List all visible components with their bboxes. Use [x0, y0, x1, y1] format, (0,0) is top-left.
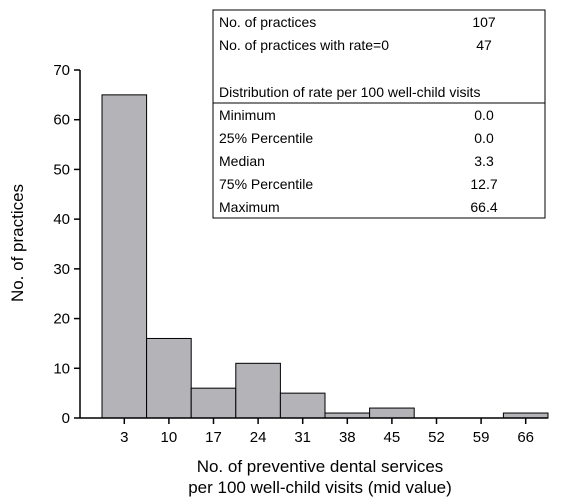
stats-row-value: 3.3	[474, 153, 494, 169]
x-tick-label: 59	[473, 429, 490, 446]
x-axis-title-line-2: per 100 well-child visits (mid value)	[188, 478, 452, 497]
y-tick-label: 0	[62, 410, 70, 427]
x-tick-label: 45	[384, 429, 401, 446]
stats-heading: Distribution of rate per 100 well-child …	[219, 84, 480, 100]
x-tick-label: 66	[517, 429, 534, 446]
y-tick-label: 60	[53, 112, 70, 129]
stats-row-value: 0.0	[474, 130, 494, 146]
y-tick-label: 70	[53, 62, 70, 79]
y-tick-label: 40	[53, 211, 70, 228]
histogram-bar	[279, 392, 326, 419]
stats-row-value: 47	[476, 37, 492, 53]
stats-row-label: Minimum	[219, 107, 276, 123]
x-tick-label: 52	[428, 429, 445, 446]
x-axis: 3 10 17 24 31 38 45 52 59 66	[80, 417, 548, 446]
y-axis: 0 10 20 30 40 50 60 70	[53, 62, 81, 427]
y-tick-label: 50	[53, 161, 70, 178]
histogram-bar	[235, 362, 281, 419]
histogram-bar	[101, 94, 148, 419]
stats-row-label: Maximum	[219, 199, 280, 215]
stats-row-label: 25% Percentile	[219, 130, 313, 146]
x-axis-title-line-1: No. of preventive dental services	[197, 457, 444, 476]
x-tick-label: 38	[339, 429, 356, 446]
histogram-bar	[146, 337, 192, 419]
y-tick-label: 30	[53, 261, 70, 278]
x-tick-label: 3	[120, 429, 128, 446]
histogram-bar	[190, 387, 237, 419]
stats-row-label: Median	[219, 153, 265, 169]
x-tick-label: 17	[205, 429, 222, 446]
stats-row-value: 66.4	[470, 199, 497, 215]
bars	[101, 94, 549, 419]
y-tick-label: 20	[53, 311, 70, 328]
histogram-bar	[369, 407, 415, 419]
stats-row-value: 0.0	[474, 107, 494, 123]
stats-row-value: 107	[472, 14, 496, 30]
stats-box-frame	[212, 9, 546, 219]
stats-row-label: No. of practices with rate=0	[219, 37, 389, 53]
x-tick-label: 24	[250, 429, 267, 446]
x-tick-label: 31	[294, 429, 311, 446]
x-tick-label: 10	[161, 429, 178, 446]
y-tick-label: 10	[53, 360, 70, 377]
stats-row-label: 75% Percentile	[219, 176, 313, 192]
stats-row-value: 12.7	[470, 176, 497, 192]
stats-row-label: No. of practices	[219, 14, 316, 30]
y-axis-title: No. of practices	[8, 184, 27, 302]
stats-box: No. of practices 107 No. of practices wi…	[212, 9, 546, 219]
